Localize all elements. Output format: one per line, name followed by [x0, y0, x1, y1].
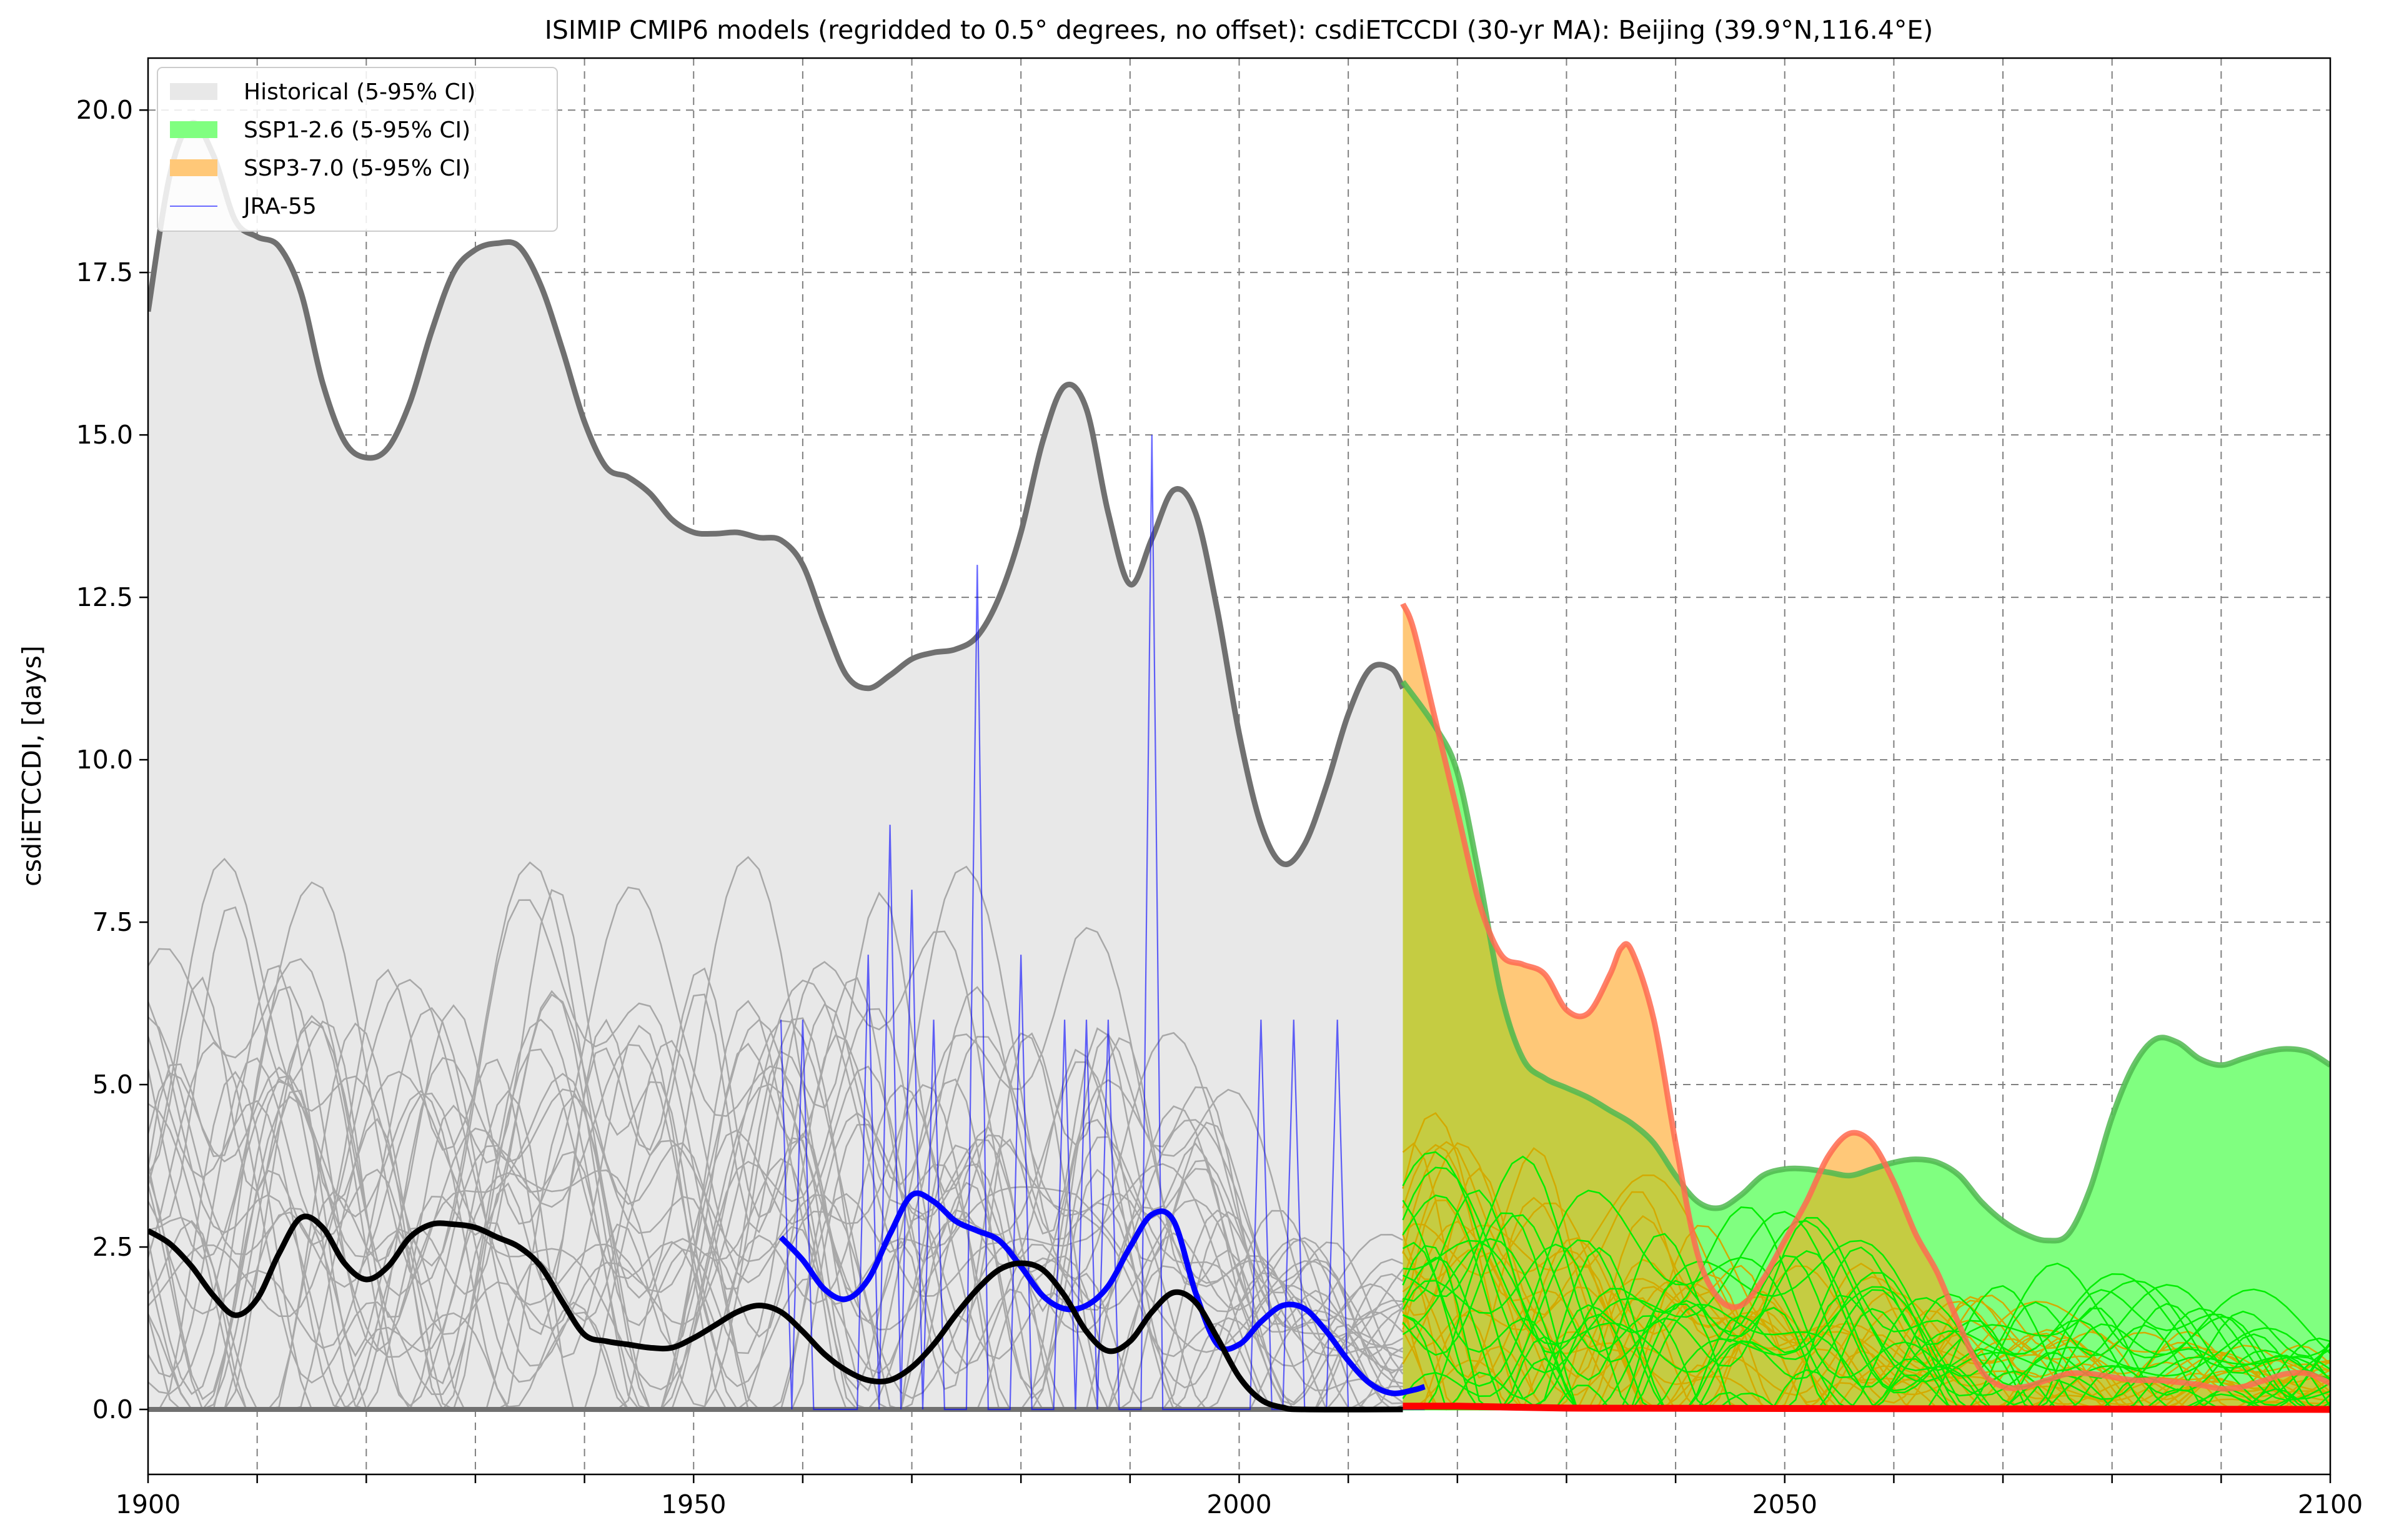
legend-item-jra55: JRA-55 — [170, 194, 317, 219]
ssp126-model-line — [1402, 1243, 2330, 1411]
historical-median-line — [148, 1213, 1403, 1413]
y-tick-label: 12.5 — [76, 582, 133, 612]
y-tick-label: 20.0 — [76, 95, 133, 125]
axis-ticks: 1900 1950 2000 2050 2100 0.0 2.5 5.0 7.5 10.0 12.5… — [76, 95, 2363, 1519]
ssp370-upper-line — [1400, 602, 2330, 1392]
historical-model-line — [148, 976, 1404, 1411]
historical-ci-band — [148, 122, 1403, 1409]
legend-label-jra55: JRA-55 — [242, 194, 317, 219]
x-tick-label: 1950 — [661, 1489, 726, 1519]
legend: Historical (5-95% CI) SSP1-2.6 (5-95% CI… — [157, 67, 558, 232]
y-tick-label: 0.0 — [92, 1394, 133, 1424]
historical-model-line — [148, 986, 1403, 1411]
y-tick-label: 17.5 — [76, 257, 133, 287]
y-tick-label: 5.0 — [92, 1070, 133, 1100]
y-axis-label: csdiETCCDI, [days] — [17, 645, 47, 887]
historical-model-line — [148, 1065, 1403, 1411]
ssp126-model-line — [1403, 1189, 2330, 1411]
historical-model-line — [148, 978, 1403, 1357]
legend-label-historical: Historical (5-95% CI) — [244, 79, 475, 105]
legend-swatch-ssp370 — [170, 159, 217, 176]
historical-model-line — [148, 857, 1403, 1338]
jra55-moving-average-line — [778, 1190, 1426, 1396]
ssp-overlap-band — [1403, 682, 2330, 1409]
x-tick-label: 2050 — [1752, 1489, 1817, 1519]
legend-box — [157, 67, 558, 232]
x-tick-label: 2000 — [1206, 1489, 1271, 1519]
ssp126-model-line — [1402, 1241, 2330, 1411]
chart-title: ISIMIP CMIP6 models (regridded to 0.5° d… — [545, 15, 1934, 45]
ssp126-model-line — [1402, 1200, 2330, 1411]
historical-model-line — [148, 990, 1403, 1411]
ssp126-model-line — [1402, 1238, 2330, 1411]
legend-item-historical: Historical (5-95% CI) — [170, 79, 475, 105]
legend-label-ssp126: SSP1-2.6 (5-95% CI) — [244, 117, 470, 143]
plot-area — [148, 120, 2330, 1413]
historical-model-line — [148, 1016, 1404, 1411]
legend-label-ssp370: SSP3-7.0 (5-95% CI) — [244, 156, 470, 181]
ssp126-model-line — [1403, 1212, 2330, 1411]
ssp370-model-line — [1402, 1147, 2330, 1411]
historical-model-line — [148, 1018, 1404, 1411]
x-tick-label: 1900 — [116, 1489, 181, 1519]
historical-model-line — [148, 1022, 1404, 1411]
y-tick-label: 7.5 — [92, 907, 133, 937]
x-tick-label: 2100 — [2298, 1489, 2363, 1519]
historical-model-line — [148, 1020, 1404, 1411]
y-tick-label: 15.0 — [76, 420, 133, 450]
historical-upper-line — [148, 120, 1406, 867]
legend-swatch-ssp126 — [170, 121, 217, 138]
y-tick-label: 2.5 — [92, 1232, 133, 1262]
ssp370-model-line — [1402, 1141, 2330, 1411]
historical-model-line — [148, 856, 1404, 1331]
legend-item-ssp370: SSP3-7.0 (5-95% CI) — [170, 156, 470, 181]
ssp126-model-line — [1402, 1195, 2330, 1407]
historical-model-line — [148, 888, 1404, 1358]
ssp-lower-line — [1403, 1403, 2330, 1413]
legend-item-ssp126: SSP1-2.6 (5-95% CI) — [170, 117, 470, 143]
y-tick-label: 10.0 — [76, 745, 133, 775]
ssp126-upper-line — [1400, 680, 2330, 1244]
historical-model-line — [148, 1015, 1403, 1411]
ssp126-model-line — [1402, 1155, 2330, 1410]
legend-swatch-historical — [170, 83, 217, 100]
